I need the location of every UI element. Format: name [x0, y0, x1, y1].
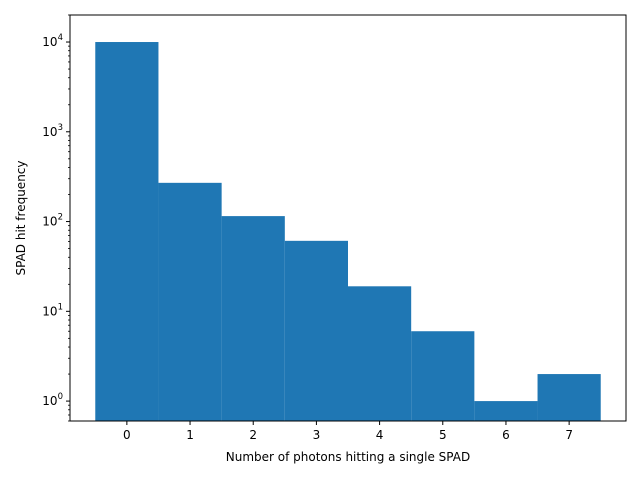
bar-3 — [284, 240, 348, 421]
y-axis-ticks: 100 101 102 103 104 — [42, 33, 70, 408]
y-tick-label: 100 — [42, 392, 63, 408]
x-tick-label: 6 — [502, 428, 510, 442]
x-tick-label: 5 — [439, 428, 447, 442]
x-axis-label: Number of photons hitting a single SPAD — [226, 450, 470, 464]
y-tick-label: 104 — [42, 33, 63, 49]
bars-group — [95, 42, 601, 421]
x-tick-label: 3 — [313, 428, 321, 442]
y-tick-label: 102 — [42, 213, 63, 229]
bar-1 — [158, 182, 222, 421]
y-tick-label: 101 — [42, 302, 63, 318]
y-tick-label: 103 — [42, 123, 63, 139]
plot-frame — [69, 14, 627, 422]
x-tick-label: 2 — [249, 428, 257, 442]
y-axis-label: SPAD hit frequency — [14, 161, 28, 276]
bar-5 — [411, 331, 475, 421]
x-axis-ticks: 0 1 2 3 4 5 6 7 — [123, 421, 573, 442]
bar-6 — [474, 401, 538, 421]
bar-0 — [95, 42, 159, 421]
bar-2 — [221, 216, 285, 421]
x-tick-label: 1 — [186, 428, 194, 442]
x-tick-label: 4 — [376, 428, 384, 442]
bar-4 — [348, 286, 412, 421]
x-tick-label: 7 — [565, 428, 573, 442]
x-tick-label: 0 — [123, 428, 131, 442]
bar-7 — [537, 374, 601, 421]
